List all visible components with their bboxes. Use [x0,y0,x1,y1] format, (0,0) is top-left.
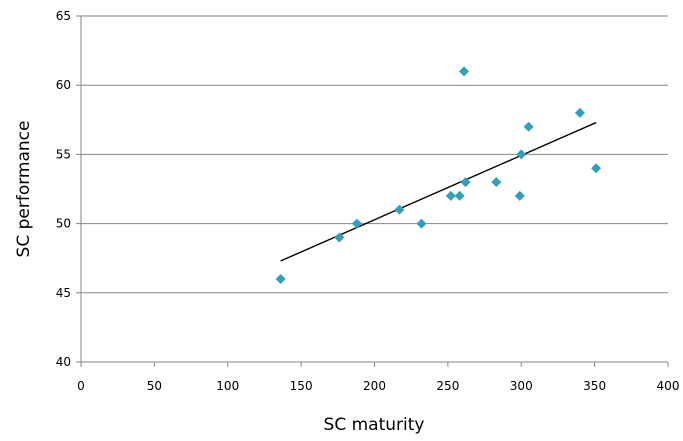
y-tick-label: 60 [56,78,71,92]
data-point-6 [454,190,465,201]
gridlines [81,15,668,294]
tick-labels: 40 45 50 55 60 65 0 50 100 150 200 250 300 350 400 [56,9,680,393]
data-point-10 [514,190,525,201]
data-point-3 [394,204,405,215]
data-point-4 [416,218,427,229]
data-point-12 [523,121,534,132]
data-point-8 [460,177,471,188]
data-point-1 [334,232,345,243]
y-tick-label: 65 [56,9,71,23]
trendline [280,121,597,262]
x-tick-label: 50 [147,379,162,393]
data-point-0 [275,273,286,284]
y-tick-label: 50 [56,217,71,231]
x-tick-label: 400 [657,379,680,393]
data-point-9 [491,177,502,188]
data-point-14 [591,163,602,174]
x-tick-label: 300 [510,379,533,393]
x-tick-label: 250 [436,379,459,393]
data-points [275,66,602,284]
data-point-5 [445,190,456,201]
x-tick-label: 350 [583,379,606,393]
data-point-2 [351,218,362,229]
y-tick-label: 40 [56,355,71,369]
data-point-11 [516,149,527,160]
x-tick-label: 150 [290,379,313,393]
x-tick-label: 0 [77,379,85,393]
x-tick-label: 100 [216,379,239,393]
axes [76,15,669,367]
data-point-7 [459,66,470,77]
x-tick-label: 200 [363,379,386,393]
x-axis-title: SC maturity [324,415,425,435]
trendline-group [280,121,597,262]
y-tick-label: 55 [56,147,71,161]
y-axis-title: SC performance [14,121,34,258]
data-point-13 [574,107,585,118]
y-tick-label: 45 [56,286,71,300]
